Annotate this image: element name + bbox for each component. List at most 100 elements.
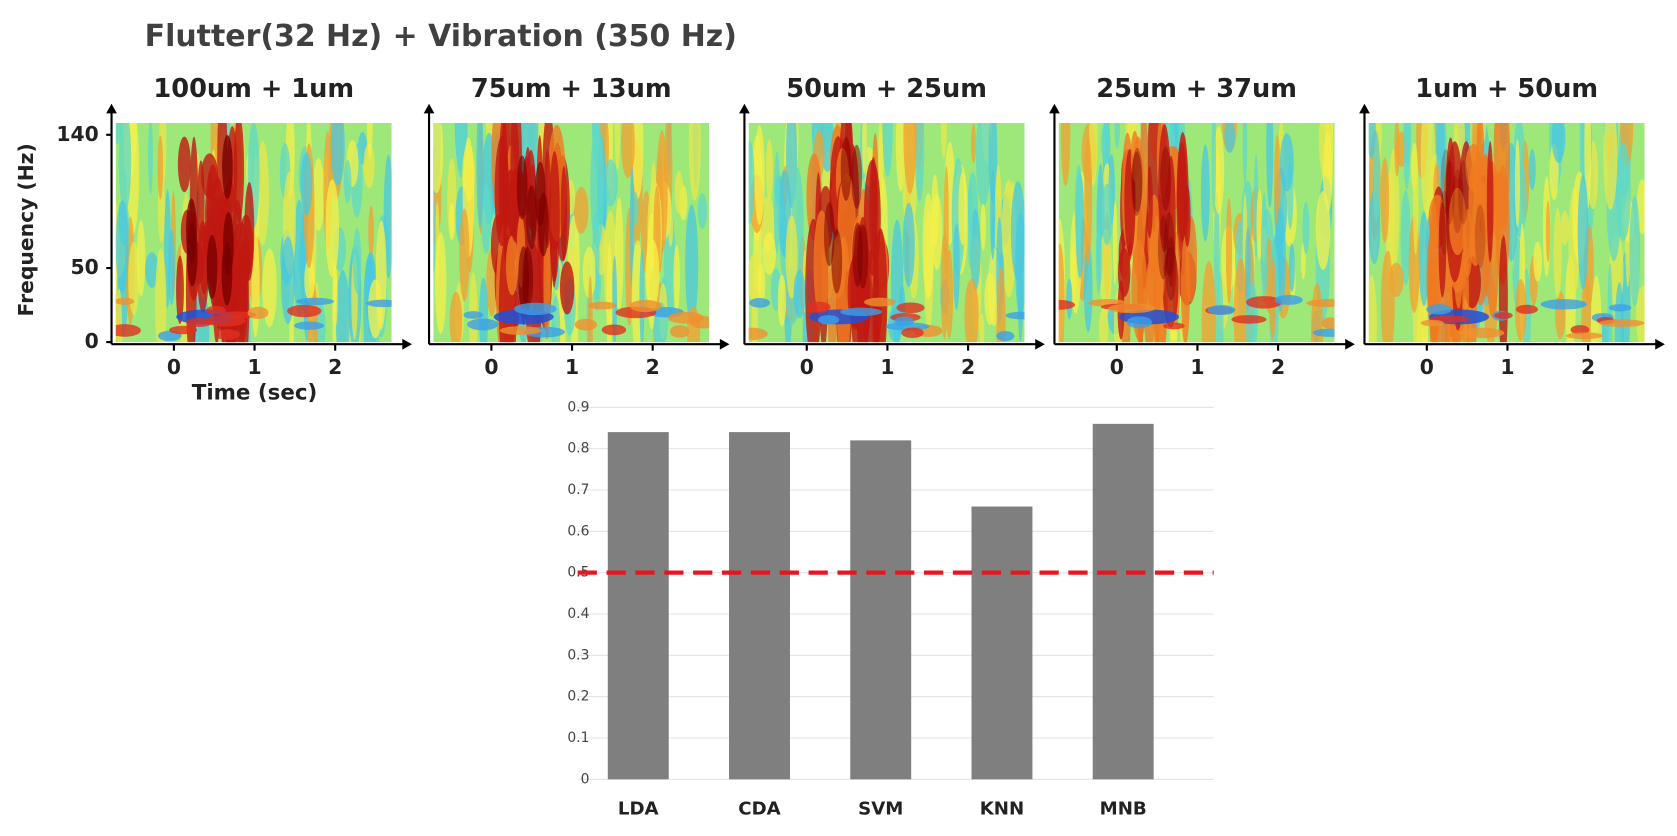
heat-streak [1590, 275, 1602, 343]
heat-blob [294, 321, 325, 330]
heat-streak [1146, 166, 1153, 239]
heat-streak [1060, 122, 1071, 187]
heat-streak [582, 246, 596, 299]
heat-streak [526, 185, 537, 250]
heat-streak [157, 135, 164, 200]
y-axis-label: Frequency (Hz) [14, 143, 38, 316]
heat-streak [1131, 151, 1142, 216]
heat-streak [1098, 308, 1109, 343]
heat-streak [649, 268, 659, 304]
heat-streak [256, 140, 269, 246]
heat-streak [115, 122, 122, 145]
heat-blob [587, 301, 617, 310]
heat-blob [1058, 299, 1076, 310]
spectrogram-image [1058, 122, 1335, 343]
panel-title: 75um + 13um [471, 74, 672, 104]
bar [607, 432, 669, 780]
heat-blob [1005, 311, 1025, 320]
x-tick-label: 2 [1271, 355, 1285, 379]
heat-streak [1474, 204, 1486, 269]
heat-streak [840, 136, 852, 201]
heat-blob [1426, 304, 1452, 315]
heat-streak [335, 269, 350, 343]
heat-blob [1274, 295, 1303, 305]
heat-streak [1157, 215, 1169, 280]
heat-streak [953, 223, 960, 311]
heat-streak [688, 122, 701, 201]
heat-streak [1146, 252, 1165, 312]
heat-streak [459, 208, 470, 302]
heat-streak [148, 122, 153, 195]
heat-streak [534, 161, 546, 226]
heat-streak [591, 122, 601, 160]
y-arrow [1049, 103, 1060, 114]
heat-streak [979, 313, 985, 343]
bar [729, 432, 790, 780]
heat-streak [1420, 122, 1436, 219]
heat-streak [574, 186, 589, 234]
heat-streak [1372, 130, 1380, 222]
heat-streak [1462, 208, 1473, 278]
heat-streak [1101, 183, 1114, 246]
heat-streak [1452, 169, 1463, 234]
heat-streak [352, 227, 362, 294]
heat-streak [1256, 189, 1263, 261]
heat-streak [262, 248, 277, 328]
y-arrow [739, 103, 750, 114]
heat-streak [1551, 122, 1566, 163]
heat-streak [614, 197, 624, 312]
heat-streak [603, 159, 618, 207]
heat-blob [1108, 303, 1156, 314]
heat-blob [669, 325, 690, 338]
heat-streak [777, 274, 787, 327]
heat-streak [903, 122, 917, 195]
heat-blob [115, 324, 141, 337]
heat-streak [922, 193, 934, 300]
heat-streak [1394, 122, 1400, 177]
heat-blob [1565, 332, 1604, 340]
heat-blob [169, 325, 198, 335]
heat-streak [1545, 200, 1551, 263]
heat-blob [1245, 296, 1282, 309]
heat-streak [988, 122, 998, 204]
heat-blob [1312, 328, 1335, 337]
heat-streak [1180, 235, 1190, 343]
heat-streak [1216, 271, 1224, 343]
heat-blob [629, 299, 662, 313]
heat-streak [668, 210, 674, 247]
heat-streak [325, 179, 340, 278]
heat-streak [118, 122, 132, 213]
heat-streak [621, 122, 635, 178]
x-arrow [1035, 338, 1045, 350]
x-tick-label: CDA [738, 798, 780, 819]
heat-streak [882, 122, 893, 177]
heat-streak [1261, 192, 1268, 303]
heat-streak [128, 241, 140, 316]
heat-streak [1486, 141, 1494, 263]
heat-streak [931, 174, 939, 248]
heat-streak [1302, 201, 1310, 254]
heat-blob [1420, 319, 1444, 327]
heat-streak [1058, 243, 1065, 343]
heat-streak [639, 248, 645, 343]
heat-streak [1130, 130, 1139, 182]
y-tick-label: 0.3 [567, 647, 589, 663]
heat-streak [1311, 283, 1323, 343]
heat-streak [1083, 241, 1093, 333]
heat-streak [823, 202, 835, 267]
heat-streak [332, 272, 338, 328]
heat-streak [1322, 132, 1333, 213]
x-tick-label: 0 [1110, 355, 1124, 379]
x-arrow [1655, 338, 1665, 350]
heat-streak [449, 291, 463, 343]
y-arrow [423, 103, 435, 114]
y-tick-label: 0.8 [567, 441, 589, 457]
heat-blob [1598, 319, 1645, 327]
heat-streak [990, 168, 996, 260]
heat-streak [1457, 160, 1469, 225]
x-tick-label: 0 [1420, 355, 1434, 379]
x-tick-label: 2 [961, 355, 975, 379]
heat-blob [1126, 316, 1152, 329]
heat-streak [967, 180, 973, 269]
heat-blob [1570, 325, 1590, 335]
